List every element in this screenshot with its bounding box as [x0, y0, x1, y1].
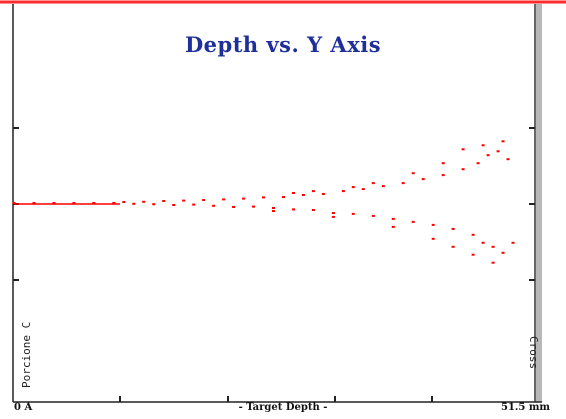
scatter-point — [491, 245, 495, 248]
scatter-point — [142, 200, 146, 203]
x-axis-end-label: 51.5 mm — [501, 402, 550, 413]
scatter-point — [92, 202, 96, 204]
scatter-point — [301, 194, 305, 196]
scatter-point — [451, 227, 455, 230]
scatter-point — [32, 202, 36, 204]
scatter-point — [381, 185, 385, 188]
scatter-point — [451, 245, 455, 248]
scatter-point — [152, 203, 156, 206]
scatter-point — [461, 148, 465, 151]
scatter-point — [232, 206, 236, 208]
scatter-point — [421, 178, 425, 181]
scatter-point — [122, 201, 126, 203]
scatter-point — [272, 207, 275, 209]
scatter-point — [506, 158, 510, 161]
scatter-points — [12, 140, 515, 264]
scatter-point — [431, 223, 435, 226]
right-axis-ticks — [529, 127, 535, 281]
x-axis-start-label: 0 A — [14, 402, 33, 413]
scatter-point — [371, 214, 375, 217]
scatter-point — [242, 197, 246, 200]
scatter-point — [12, 202, 16, 204]
scatter-point — [361, 188, 365, 191]
scatter-point — [431, 237, 435, 240]
scatter-point — [172, 204, 176, 206]
scatter-point — [351, 212, 355, 215]
scatter-point — [292, 192, 295, 194]
scatter-point — [282, 196, 285, 198]
scatter-point — [481, 241, 485, 244]
scatter-point — [331, 212, 335, 214]
scatter-point — [511, 241, 515, 244]
scatter-point — [441, 162, 445, 165]
scatter-point — [72, 202, 76, 204]
chart-title: Depth vs. Y Axis — [184, 32, 382, 57]
scatter-point — [321, 193, 325, 195]
scatter-point — [292, 208, 295, 211]
scatter-point — [311, 209, 315, 211]
scatter-point — [272, 210, 275, 212]
scatter-point — [222, 198, 226, 201]
scatter-point — [162, 200, 166, 202]
scatter-point — [486, 154, 490, 157]
scatter-point — [501, 140, 505, 143]
scatter-point — [212, 204, 216, 207]
scatter-point — [112, 202, 116, 204]
scatter-point — [252, 205, 255, 208]
scatter-point — [202, 199, 206, 201]
scatter-point — [471, 253, 475, 256]
scatter-point — [331, 215, 335, 218]
scatter-point — [391, 225, 395, 228]
scatter-point — [262, 196, 265, 199]
scatter-point — [481, 144, 485, 147]
scatter-point — [311, 190, 315, 193]
scatter-point — [441, 174, 445, 177]
scatter-point — [132, 202, 136, 205]
scatter-point — [461, 168, 465, 171]
scatter-point — [351, 186, 355, 189]
scatter-point — [391, 217, 395, 220]
scatter-point — [401, 182, 405, 185]
scatter-point — [371, 182, 375, 185]
scatter-point — [496, 150, 500, 153]
scatter-point — [501, 251, 505, 254]
scatter-point — [491, 261, 495, 264]
right-side-label: Cross — [527, 336, 540, 370]
scatter-point — [192, 203, 196, 206]
scatter-point — [182, 199, 186, 202]
x-axis-label: - Target Depth - — [238, 402, 328, 413]
scatter-point — [476, 162, 480, 165]
scatter-point — [471, 233, 475, 236]
scatter-point — [341, 190, 345, 193]
scatter-point — [411, 220, 415, 223]
left-side-label: Porcione C — [20, 321, 33, 388]
scatter-point — [411, 172, 415, 175]
scatter-point — [52, 202, 56, 204]
right-axis-band — [536, 4, 542, 402]
bottom-axis-ticks — [119, 396, 433, 402]
